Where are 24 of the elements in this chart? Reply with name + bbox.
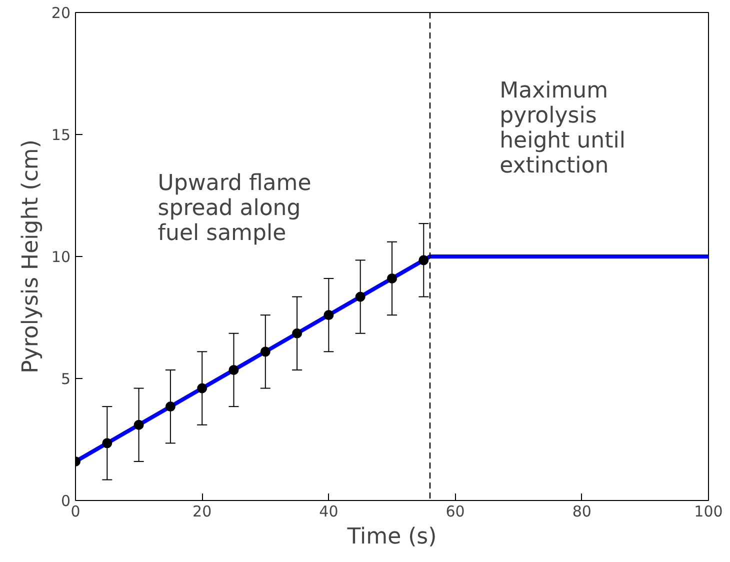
x-tick-label: 60 xyxy=(446,502,465,520)
point xyxy=(387,273,397,284)
y-tick-label: 10 xyxy=(51,248,71,266)
x-tick-label: 100 xyxy=(694,502,723,520)
point xyxy=(355,292,366,302)
y-tick-label: 5 xyxy=(60,370,71,388)
x-tick-label: 80 xyxy=(572,502,592,520)
x-tick-label: 20 xyxy=(192,502,212,520)
point xyxy=(228,364,239,375)
y-tick-label: 15 xyxy=(51,126,71,144)
annotation: Upward flame spread along fuel sample xyxy=(158,171,312,246)
y-tick-label: 20 xyxy=(51,4,71,22)
point xyxy=(165,402,176,412)
point xyxy=(292,328,302,338)
point xyxy=(324,310,334,320)
point xyxy=(418,255,429,266)
point xyxy=(260,346,270,357)
x-axis-title: Time (s) xyxy=(346,524,437,550)
point xyxy=(102,438,112,448)
point xyxy=(134,420,144,430)
x-tick-label: 40 xyxy=(319,502,338,520)
y-axis-title: Pyrolysis Height (cm) xyxy=(18,140,44,374)
point xyxy=(197,383,208,394)
annotation: Maximum pyrolysis height until extinction xyxy=(500,78,626,178)
